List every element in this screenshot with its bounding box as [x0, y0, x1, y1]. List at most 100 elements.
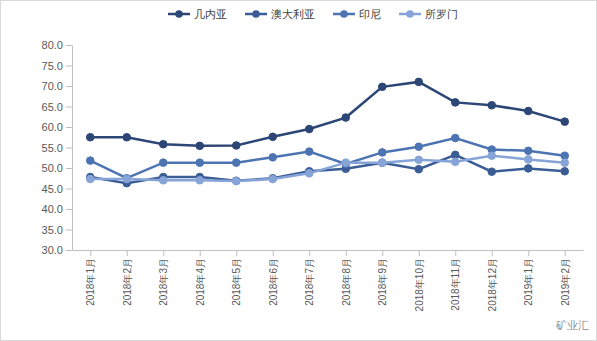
legend-label: 澳大利亚	[271, 8, 315, 21]
legend-label: 所罗门	[425, 8, 458, 21]
y-tick-label: 50.0	[42, 162, 63, 174]
series	[86, 152, 568, 185]
x-tick: 2018年1月	[85, 250, 96, 306]
x-tick-mark	[127, 250, 128, 256]
series-marker	[524, 147, 532, 155]
x-tick-label: 2018年3月	[158, 258, 169, 306]
x-tick-mark	[528, 250, 529, 256]
series-line	[90, 138, 565, 178]
legend-item: 所罗门	[399, 8, 458, 21]
x-tick: 2018年9月	[377, 250, 388, 306]
legend-label: 几内亚	[194, 8, 227, 21]
series-marker	[561, 167, 569, 175]
x-tick-mark	[236, 250, 237, 256]
x-tick-label: 2018年6月	[268, 258, 279, 306]
series-marker	[488, 152, 496, 160]
x-tick-label: 2018年4月	[195, 258, 206, 306]
x-tick-mark	[90, 250, 91, 256]
y-tick-label: 55.0	[42, 142, 63, 154]
x-tick: 2018年3月	[158, 250, 169, 306]
y-tick: 45.0	[42, 183, 72, 195]
x-tick-label: 2018年7月	[304, 258, 315, 306]
x-tick-label: 2018年2月	[122, 258, 133, 306]
series	[86, 134, 568, 182]
x-tick: 2018年10月	[414, 250, 425, 311]
x-tick: 2019年1月	[523, 250, 534, 306]
x-tick: 2018年12月	[487, 250, 498, 311]
y-tick-mark	[66, 168, 72, 169]
x-tick-label: 2018年5月	[231, 258, 242, 306]
series-marker	[269, 133, 277, 141]
series-marker	[451, 158, 459, 166]
series-marker	[159, 177, 167, 185]
x-tick-label: 2018年9月	[377, 258, 388, 306]
series-marker	[232, 159, 240, 167]
legend-marker	[252, 10, 260, 18]
series	[86, 78, 568, 150]
x-tick: 2018年7月	[304, 250, 315, 306]
series-line	[90, 82, 565, 146]
y-tick-label: 70.0	[42, 80, 63, 92]
x-tick-mark	[565, 250, 566, 256]
series-marker	[269, 154, 277, 162]
series-marker	[196, 177, 204, 185]
series-marker	[561, 159, 569, 167]
x-tick-label: 2018年10月	[414, 258, 425, 311]
series-marker	[86, 157, 94, 165]
series-marker	[524, 165, 532, 173]
series-marker	[378, 83, 386, 91]
y-axis-line	[72, 46, 73, 251]
y-tick-label: 40.0	[42, 203, 63, 215]
series-marker	[305, 125, 313, 133]
y-tick-mark	[66, 107, 72, 108]
y-tick-mark	[66, 250, 72, 251]
series-marker	[305, 148, 313, 156]
series-marker	[342, 114, 350, 122]
x-tick-mark	[309, 250, 310, 256]
x-tick-mark	[419, 250, 420, 256]
y-tick-mark	[66, 230, 72, 231]
series-marker	[123, 175, 131, 183]
frame	[1, 1, 597, 341]
series-marker	[524, 107, 532, 115]
series-marker	[196, 142, 204, 150]
y-tick-mark	[66, 148, 72, 149]
series-marker	[415, 78, 423, 86]
x-tick-mark	[382, 250, 383, 256]
plot: 30.035.040.045.050.055.060.065.070.075.0…	[42, 39, 584, 311]
x-tick-mark	[492, 250, 493, 256]
y-tick: 65.0	[42, 101, 72, 113]
x-tick: 2018年2月	[122, 250, 133, 306]
series-marker	[123, 174, 131, 182]
x-tick: 2019年2月	[560, 250, 571, 306]
series-marker	[378, 149, 386, 157]
y-tick-mark	[66, 209, 72, 210]
annotation: 矿业汇	[555, 319, 589, 332]
x-tick: 2018年4月	[195, 250, 206, 306]
series-marker	[123, 133, 131, 141]
y-tick: 50.0	[42, 162, 72, 174]
y-tick: 70.0	[42, 80, 72, 92]
x-tick-label: 2018年11月	[450, 258, 461, 311]
series-marker	[451, 134, 459, 142]
series-marker	[378, 159, 386, 167]
y-tick: 80.0	[42, 39, 72, 51]
x-tick-mark	[200, 250, 201, 256]
legend-item: 印尼	[333, 8, 381, 21]
y-tick-label: 60.0	[42, 121, 63, 133]
series-marker	[232, 177, 240, 185]
legend-item: 几内亚	[168, 8, 227, 21]
series-marker	[159, 140, 167, 148]
series-marker	[451, 99, 459, 107]
x-tick: 2018年8月	[341, 250, 352, 306]
y-tick-mark	[66, 45, 72, 46]
series-marker	[86, 133, 94, 141]
series-marker	[561, 152, 569, 160]
y-tick-label: 65.0	[42, 101, 63, 113]
y-tick: 75.0	[42, 60, 72, 72]
x-tick-label: 2018年12月	[487, 258, 498, 311]
series-marker	[524, 156, 532, 164]
legend-label: 印尼	[359, 8, 381, 21]
x-tick-mark	[163, 250, 164, 256]
series-marker	[232, 142, 240, 150]
